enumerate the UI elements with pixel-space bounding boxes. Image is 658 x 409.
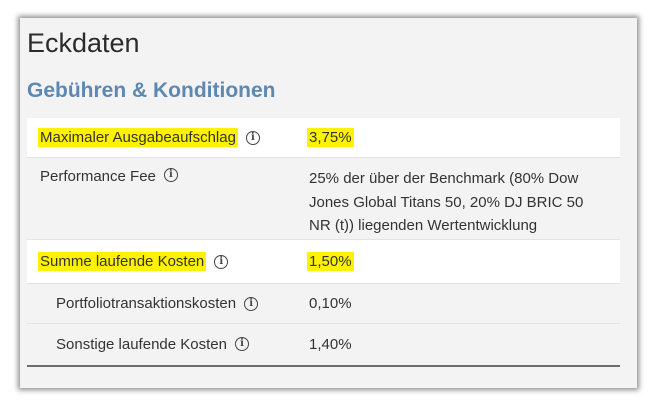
table-row-max-sales-charge: Maximaler Ausgabeaufschlag i 3,75% [27, 118, 620, 158]
row-label-text: Maximaler Ausgabeaufschlag [38, 128, 238, 147]
table-row-total-ongoing-costs: Summe laufende Kosten i 1,50% [27, 240, 620, 284]
row-value: 1,40% [309, 335, 352, 353]
row-label: Maximaler Ausgabeaufschlag i [38, 118, 260, 157]
row-value: 1,50% [307, 240, 354, 283]
table-bottom-divider [27, 365, 620, 367]
table-row-other-ongoing-costs: Sonstige laufende Kosten i 1,40% [27, 324, 620, 364]
table-row-portfolio-transaction-costs: Portfoliotransaktionskosten i 0,10% [27, 284, 620, 324]
row-label-text: Summe laufende Kosten [38, 252, 207, 271]
row-label: Portfoliotransaktionskosten i [56, 284, 259, 323]
row-label-text: Portfoliotransaktionskosten [56, 295, 237, 312]
row-value-text: 3,75% [307, 128, 354, 147]
row-label: Performance Fee i [40, 158, 178, 185]
info-icon[interactable]: i [245, 130, 260, 145]
info-icon[interactable]: i [234, 337, 249, 351]
row-label-text: Performance Fee [40, 168, 156, 185]
fees-table: Maximaler Ausgabeaufschlag i 3,75% Perfo… [27, 118, 620, 364]
section-heading: Gebühren & Konditionen [27, 79, 276, 102]
row-label: Sonstige laufende Kosten i [56, 324, 249, 364]
row-value: 3,75% [307, 118, 354, 157]
row-label-text: Sonstige laufende Kosten [56, 335, 227, 353]
row-value-text: 1,50% [307, 252, 354, 271]
info-icon[interactable]: i [214, 254, 229, 269]
info-icon[interactable]: i [163, 168, 178, 182]
row-label: Summe laufende Kosten i [38, 240, 229, 283]
row-value: 0,10% [309, 295, 352, 312]
table-row-performance-fee: Performance Fee i 25% der über der Bench… [27, 158, 620, 240]
page-title: Eckdaten [27, 28, 140, 58]
info-icon[interactable]: i [244, 296, 259, 311]
row-value: 25% der über der Benchmark (80% Dow Jone… [309, 170, 584, 234]
key-data-card: Eckdaten Gebühren & Konditionen Maximale… [20, 18, 637, 388]
